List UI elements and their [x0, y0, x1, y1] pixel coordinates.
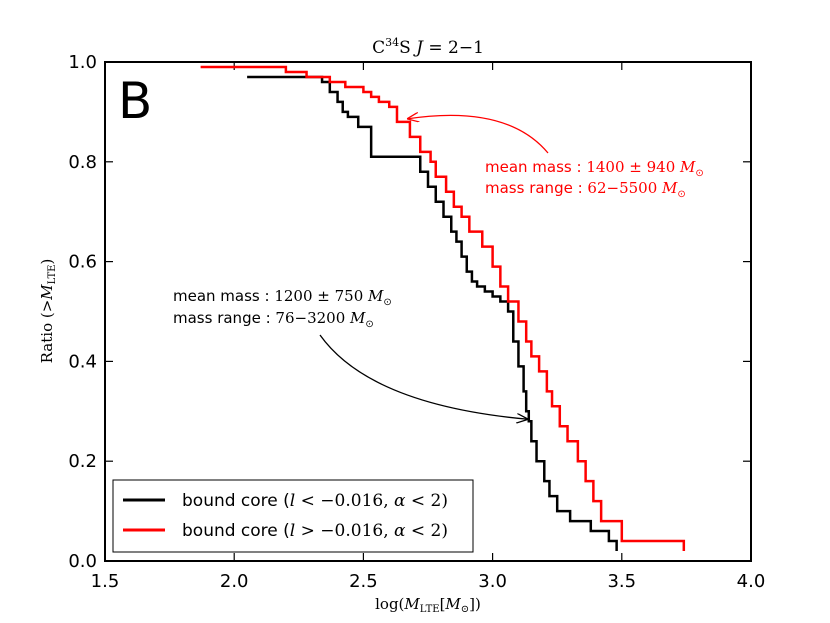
y-tick-label: 0.2 — [68, 451, 97, 472]
annotation-red: mean mass : 1400 ± 940 M⊙ mass range : 6… — [407, 115, 704, 200]
x-tick-label: 2.0 — [220, 571, 249, 592]
legend-box — [112, 479, 474, 553]
annotation-black-mean: mean mass : 1200 ± 750 M⊙ — [173, 287, 392, 308]
x-tick-label: 3.5 — [607, 571, 636, 592]
series-line-black — [247, 75, 618, 552]
annotation-black: mean mass : 1200 ± 750 M⊙ mass range : 7… — [173, 287, 528, 419]
plot-frame — [104, 61, 752, 562]
y-tick-labels: 0.0 0.2 0.4 0.6 0.8 1.0 — [68, 52, 97, 572]
series-group — [200, 65, 686, 552]
chart-title: C34S J = 2−1 — [372, 36, 484, 58]
y-tick-label: 0.0 — [68, 551, 97, 572]
x-tick-label: 4.0 — [737, 571, 766, 592]
annotation-red-arrow — [407, 115, 549, 154]
y-tick-label: 1.0 — [68, 52, 97, 73]
legend-label-red: bound core (l > −0.016, α < 2) — [182, 521, 448, 541]
x-tick-labels: 1.5 2.0 2.5 3.0 3.5 4.0 — [91, 571, 766, 592]
x-tick-label: 1.5 — [91, 571, 120, 592]
x-axis-label: log(MLTE[M⊙]) — [375, 595, 481, 615]
y-tick-label: 0.4 — [68, 351, 97, 372]
legend: bound core (l < −0.016, α < 2) bound cor… — [112, 479, 474, 553]
x-tick-label: 3.0 — [478, 571, 507, 592]
y-axis-label: Ratio (>MLTE) — [38, 259, 58, 364]
annotation-black-arrow — [319, 334, 528, 419]
annotation-red-mean: mean mass : 1400 ± 940 M⊙ — [485, 158, 704, 179]
legend-label-black: bound core (l < −0.016, α < 2) — [182, 491, 448, 511]
annotation-black-range: mass range : 76−3200 M⊙ — [173, 309, 374, 330]
annotation-red-range: mass range : 62−5500 M⊙ — [485, 179, 686, 200]
x-tick-label: 2.5 — [349, 571, 378, 592]
y-tick-label: 0.8 — [68, 152, 97, 173]
series-line-red — [200, 65, 686, 552]
panel-label: B — [118, 72, 152, 130]
y-tick-label: 0.6 — [68, 252, 97, 273]
